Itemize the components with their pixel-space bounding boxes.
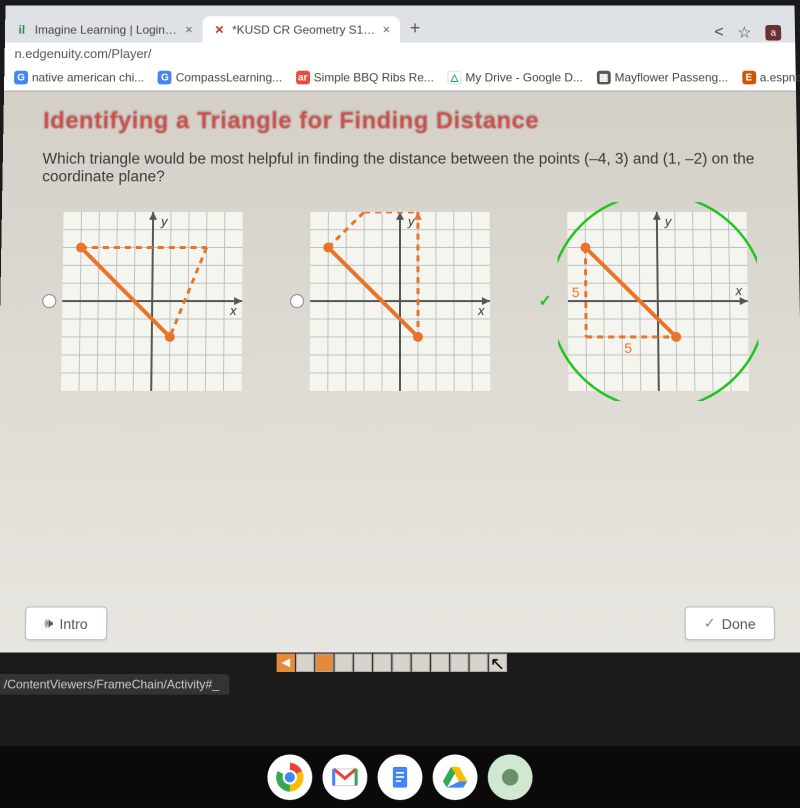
intro-button[interactable]: 🕪 Intro bbox=[25, 606, 107, 640]
tab-strip: il Imagine Learning | Login Portal × ✕ *… bbox=[5, 6, 795, 43]
progress-step[interactable] bbox=[412, 653, 430, 671]
site-icon: ▦ bbox=[597, 71, 611, 85]
mouse-cursor-icon: ↖ bbox=[490, 654, 505, 676]
bookmark-mayflower[interactable]: ▦ Mayflower Passeng... bbox=[593, 69, 732, 87]
progress-step[interactable] bbox=[373, 653, 391, 671]
progress-step[interactable] bbox=[354, 653, 372, 671]
browser-actions: < ☆ a bbox=[700, 23, 795, 42]
checkmark-icon: ✓ bbox=[704, 615, 716, 632]
x-axis-label: x bbox=[477, 303, 485, 318]
close-icon[interactable]: × bbox=[185, 22, 193, 37]
progress-step[interactable] bbox=[431, 653, 449, 671]
lesson-header: Identifying a Triangle for Finding Dista… bbox=[13, 102, 787, 135]
done-button[interactable]: ✓ Done bbox=[684, 606, 775, 640]
browser-chrome: il Imagine Learning | Login Portal × ✕ *… bbox=[4, 6, 796, 93]
bookmark-label: a.espncdn.cor bbox=[760, 71, 800, 85]
close-icon[interactable]: × bbox=[383, 22, 391, 37]
bookmark-label: CompassLearning... bbox=[176, 71, 282, 85]
progress-step[interactable] bbox=[334, 653, 352, 671]
radio-button[interactable] bbox=[290, 294, 304, 308]
prev-arrow-icon[interactable]: ◀ bbox=[277, 653, 295, 671]
espn-icon: E bbox=[742, 71, 756, 85]
coordinate-grid: x y bbox=[310, 212, 491, 391]
bookmark-label: Simple BBQ Ribs Re... bbox=[314, 71, 434, 85]
google-icon: G bbox=[158, 71, 172, 85]
button-label: Intro bbox=[59, 615, 88, 631]
option-3[interactable]: ✓ x y 5 bbox=[538, 202, 759, 401]
question-text: Which triangle would be most helpful in … bbox=[12, 135, 788, 194]
app-icon[interactable] bbox=[488, 754, 533, 800]
progress-step[interactable] bbox=[469, 653, 487, 671]
lesson-title: Identifying a Triangle for Finding Dista… bbox=[43, 108, 757, 135]
coordinate-grid: x y 5 5 bbox=[557, 202, 759, 401]
google-icon: G bbox=[14, 71, 28, 85]
address-bar[interactable]: n.edgenuity.com/Player/ bbox=[4, 42, 795, 64]
bookmark-native-american[interactable]: G native american chi... bbox=[10, 69, 148, 87]
bookmarks-bar: G native american chi... G CompassLearni… bbox=[4, 65, 796, 91]
side-length-label: 5 bbox=[624, 340, 632, 356]
option-1[interactable]: x y bbox=[41, 212, 243, 391]
bookmark-star-icon[interactable]: ☆ bbox=[737, 23, 751, 42]
button-label: Done bbox=[722, 615, 756, 631]
bookmark-bbq[interactable]: ar Simple BBQ Ribs Re... bbox=[292, 69, 438, 87]
extension-icon[interactable]: a bbox=[765, 25, 781, 41]
status-bar-url: /ContentViewers/FrameChain/Activity#_ bbox=[0, 674, 229, 695]
progress-navigator: ◀ ↖ bbox=[277, 651, 524, 673]
tab-title: Imagine Learning | Login Portal bbox=[35, 23, 180, 37]
graph-2: x y bbox=[310, 212, 491, 391]
option-2[interactable]: x y bbox=[290, 212, 491, 391]
progress-step[interactable] bbox=[450, 653, 468, 671]
x-axis-label: x bbox=[734, 283, 742, 298]
share-icon[interactable]: < bbox=[714, 24, 723, 41]
gmail-icon[interactable] bbox=[322, 754, 367, 800]
chrome-icon[interactable] bbox=[267, 754, 312, 800]
bookmark-drive[interactable]: △ My Drive - Google D... bbox=[444, 69, 587, 87]
lesson-content: Identifying a Triangle for Finding Dista… bbox=[0, 92, 800, 652]
bookmark-compass[interactable]: G CompassLearning... bbox=[154, 69, 286, 87]
chromebook-shelf bbox=[0, 746, 800, 808]
progress-step[interactable] bbox=[296, 653, 314, 671]
drive-icon[interactable] bbox=[433, 754, 478, 800]
radio-button[interactable] bbox=[42, 294, 56, 308]
tab-favicon: il bbox=[15, 23, 29, 37]
docs-icon[interactable] bbox=[378, 754, 423, 800]
coordinate-grid: x y bbox=[61, 212, 243, 391]
radio-button-selected[interactable]: ✓ bbox=[538, 291, 552, 311]
answer-options: x y bbox=[8, 194, 791, 409]
tab-title: *KUSD CR Geometry S1 v3.0 - Ed bbox=[232, 23, 377, 37]
new-tab-button[interactable]: + bbox=[400, 14, 430, 42]
graph-1: x y bbox=[61, 212, 243, 391]
tab-favicon: ✕ bbox=[212, 23, 226, 37]
bookmark-label: My Drive - Google D... bbox=[465, 71, 583, 85]
lesson-controls: 🕪 Intro ✓ Done bbox=[25, 606, 775, 640]
tab-geometry[interactable]: ✕ *KUSD CR Geometry S1 v3.0 - Ed × bbox=[202, 16, 400, 42]
graph-3: x y 5 5 bbox=[557, 202, 759, 401]
progress-step[interactable] bbox=[392, 653, 410, 671]
tab-imagine-learning[interactable]: il Imagine Learning | Login Portal × bbox=[5, 16, 203, 42]
drive-icon: △ bbox=[448, 71, 462, 85]
speaker-icon: 🕪 bbox=[44, 615, 53, 632]
x-axis-label: x bbox=[229, 303, 237, 318]
bookmark-espn[interactable]: E a.espncdn.cor bbox=[738, 69, 800, 87]
recipe-icon: ar bbox=[296, 71, 310, 85]
bookmark-label: native american chi... bbox=[32, 71, 144, 85]
progress-step-current[interactable] bbox=[315, 653, 333, 671]
bookmark-label: Mayflower Passeng... bbox=[614, 71, 728, 85]
side-length-label: 5 bbox=[572, 284, 580, 300]
